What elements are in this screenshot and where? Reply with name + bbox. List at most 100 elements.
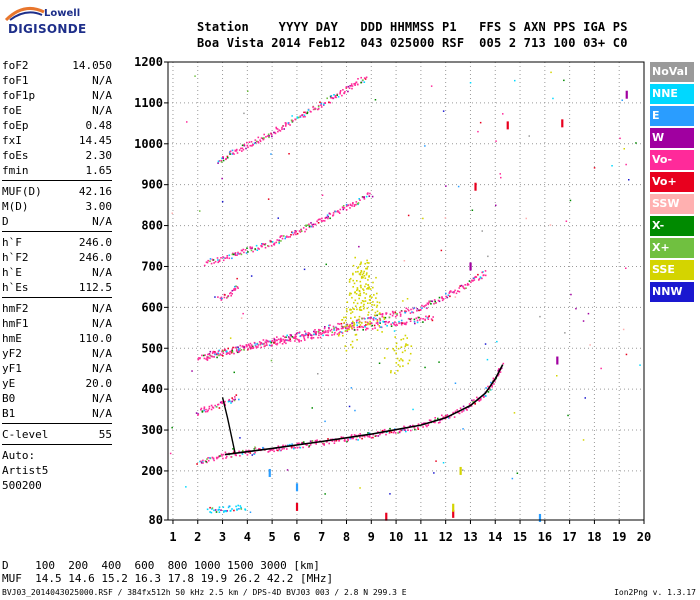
trace-dot [296, 442, 299, 445]
trace-dot [429, 300, 431, 303]
trace-dot [453, 291, 455, 293]
trace-dot [494, 380, 496, 382]
trace-dot [205, 408, 207, 411]
trace-dot [360, 309, 363, 311]
trace-dot [367, 279, 369, 281]
trace-dot [359, 263, 361, 266]
trace-dot [481, 271, 483, 274]
trace-dot [234, 285, 236, 288]
trace-dot [246, 454, 249, 456]
trace-dot [296, 338, 299, 341]
trace-dot [235, 505, 237, 508]
trace-dot [357, 202, 360, 204]
trace-dot [220, 297, 223, 300]
trace-dot [249, 346, 251, 349]
trace-dot [345, 203, 348, 206]
trace-dot [282, 125, 284, 127]
trace-dot [378, 301, 381, 304]
noise-dot [600, 367, 602, 370]
trace-dot [355, 333, 358, 336]
trace-dot [294, 337, 297, 340]
trace-dot [394, 315, 397, 318]
trace-dot [248, 141, 251, 143]
param-row-b1: B1 N/A [2, 406, 114, 421]
x-tick-label: 19 [612, 530, 626, 544]
param-name: D [2, 215, 9, 228]
trace-dot [392, 431, 395, 434]
trace-dot [268, 136, 270, 139]
trace-dot [447, 294, 450, 297]
trace-dot [276, 239, 278, 241]
noise-dot [402, 300, 404, 302]
trace-dot [458, 412, 461, 415]
trace-dot [200, 462, 203, 464]
trace-dot [354, 305, 357, 307]
trace-dot [427, 303, 429, 306]
noise-dot [171, 212, 173, 214]
trace-dot [237, 504, 239, 507]
trace-dot [359, 433, 361, 435]
trace-dot [254, 248, 256, 250]
trace-dot [262, 138, 264, 141]
trace-sse [337, 256, 386, 352]
trace-dot [346, 440, 348, 443]
trace-dot [243, 251, 245, 254]
trace-dot [403, 425, 405, 428]
trace-dot [217, 261, 219, 264]
trace-dot [225, 510, 227, 513]
trace-dot [213, 356, 215, 358]
trace-dot [395, 323, 398, 326]
trace-dot [220, 257, 222, 259]
trace-dot [333, 440, 336, 442]
trace-dot [345, 209, 348, 211]
trace-dot [335, 439, 338, 442]
trace-dot [398, 359, 401, 362]
trace-dot [354, 299, 357, 302]
trace-dot [211, 507, 214, 509]
noise-dot [321, 194, 324, 196]
trace-dot [369, 299, 371, 301]
trace-dot [471, 279, 473, 282]
trace-dot [346, 301, 349, 303]
trace-dot [448, 292, 451, 294]
trace-dot [266, 339, 268, 342]
trace-dot [290, 119, 293, 122]
trace-dot [373, 304, 376, 306]
trace-dot [244, 452, 247, 454]
trace-dot [413, 320, 416, 323]
trace-dot [348, 87, 351, 89]
noise-dot [619, 137, 621, 140]
trace-dot [445, 295, 447, 298]
trace-dot [223, 511, 225, 513]
trace-dot [304, 115, 306, 118]
trace-dot [438, 296, 441, 299]
trace-dot [294, 337, 296, 340]
trace-dot [202, 462, 204, 464]
trace-dot [205, 261, 208, 263]
trace-dot [405, 322, 407, 325]
trace-dot [213, 509, 215, 512]
trace-dot [302, 441, 305, 443]
trace-dot [446, 414, 449, 416]
param-value: 2.30 [85, 149, 113, 162]
trace-dot [322, 219, 325, 222]
trace-dot [358, 273, 361, 275]
trace-dot [351, 311, 354, 313]
trace-dot [222, 256, 224, 258]
trace-dot [352, 264, 355, 267]
trace-dot [341, 327, 344, 330]
trace-dot [291, 336, 294, 338]
trace-dot [333, 333, 336, 336]
trace-dot [306, 444, 308, 446]
trace-dot [344, 90, 346, 93]
trace-dot [454, 410, 457, 413]
trace-dot [199, 460, 201, 463]
trace-dot [368, 432, 371, 434]
trace-dot [309, 333, 311, 335]
trace-dot [267, 340, 270, 343]
mark-w [469, 262, 472, 271]
x-tick-label: 16 [538, 530, 552, 544]
trace-dot [284, 125, 287, 127]
trace-dot [307, 332, 310, 334]
trace-dot [218, 506, 221, 508]
